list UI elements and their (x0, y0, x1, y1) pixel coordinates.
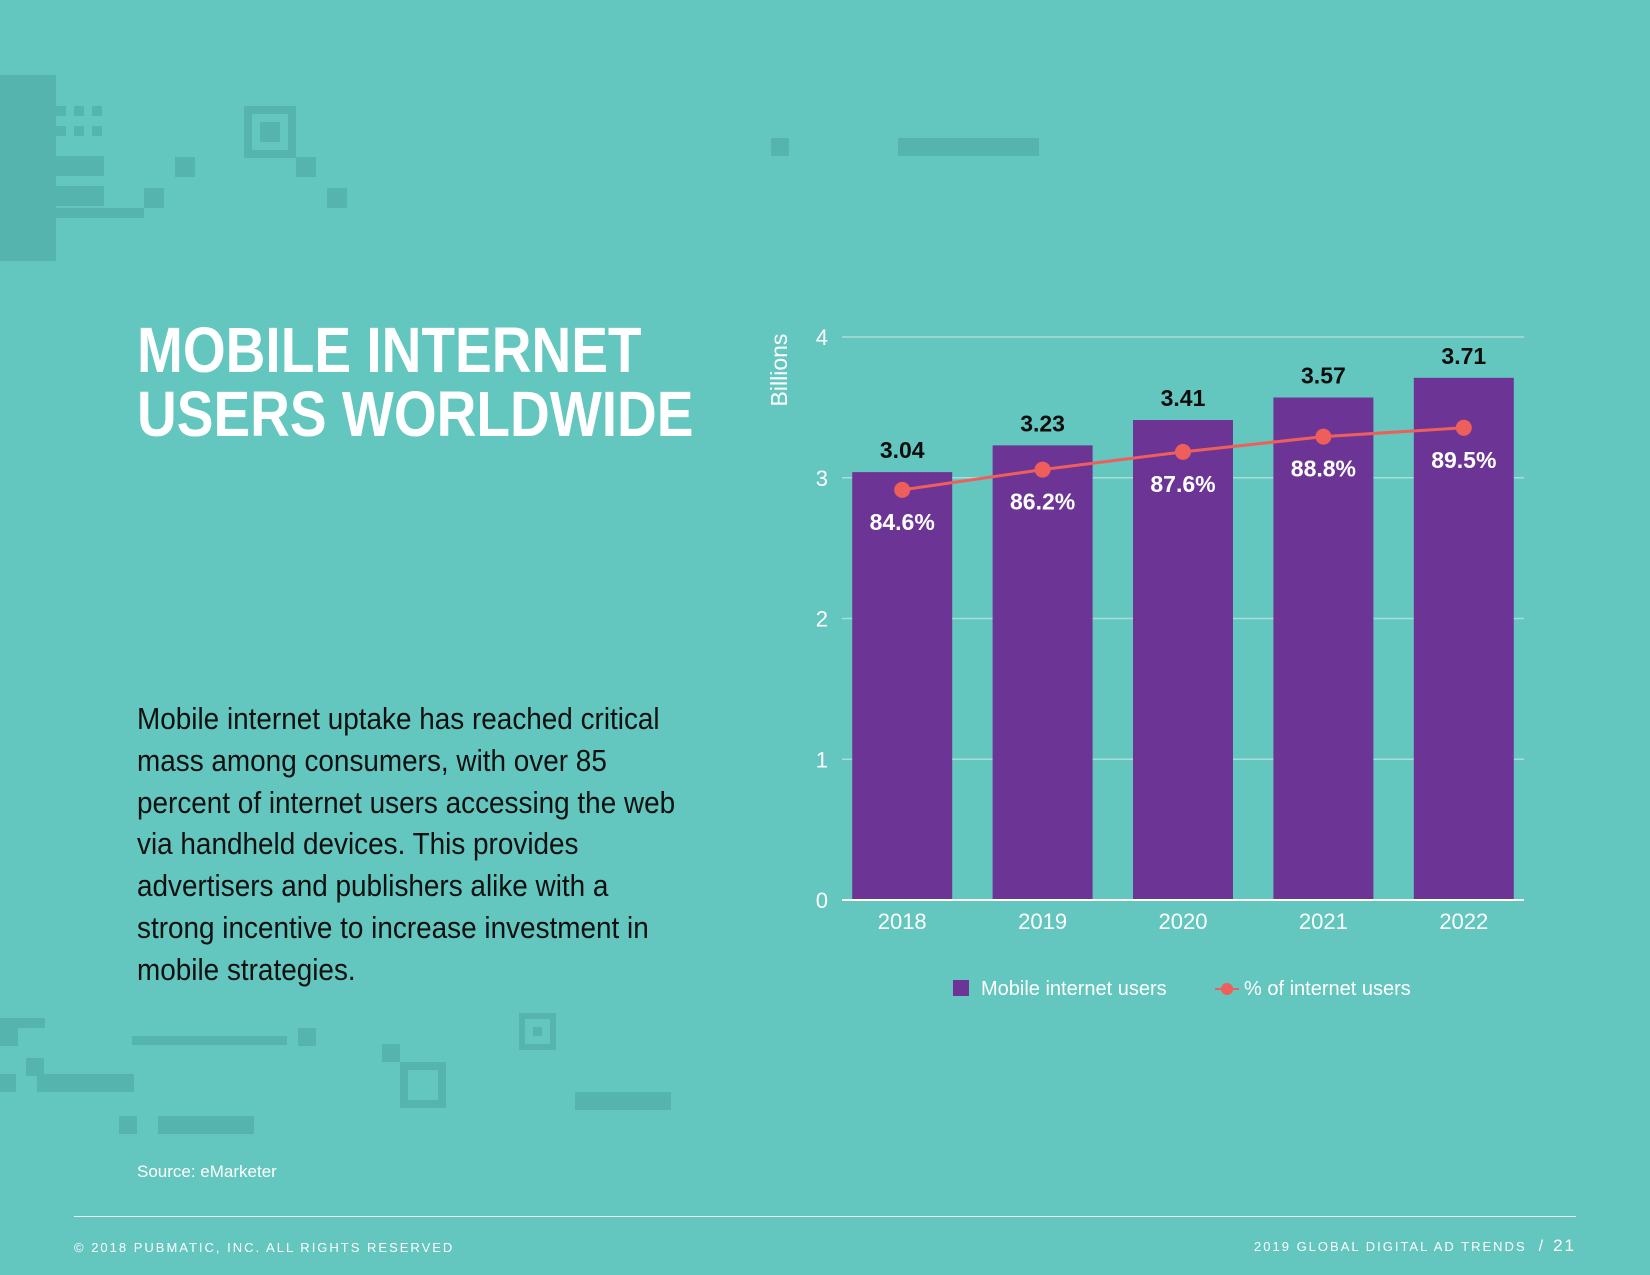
bar-value-label: 3.04 (880, 437, 925, 463)
percent-value-label: 87.6% (1150, 471, 1215, 497)
footer-separator: / (1538, 1238, 1544, 1255)
y-axis-ticks: 0 1 2 3 4 (816, 325, 828, 913)
body-paragraph: Mobile internet uptake has reached criti… (137, 701, 676, 987)
page-title-line-2: USERS WORLDWIDE (137, 378, 694, 450)
legend: Mobile internet users % of internet user… (953, 978, 1411, 1000)
y-tick-label: 2 (816, 607, 828, 632)
page-title-line-1: MOBILE INTERNET (137, 314, 642, 386)
y-tick-label: 1 (816, 747, 828, 772)
x-tick-label: 2020 (1159, 909, 1208, 934)
percent-value-label: 89.5% (1431, 447, 1496, 473)
footer-divider (74, 1216, 1576, 1217)
bar-value-label: 3.23 (1020, 410, 1065, 436)
y-tick-label: 0 (816, 888, 828, 913)
x-tick-label: 2019 (1018, 909, 1067, 934)
footer-publication-title: 2019 GLOBAL DIGITAL AD TRENDS (1254, 1239, 1527, 1254)
bar-2021 (1273, 397, 1374, 900)
source-note: Source: eMarketer (137, 1162, 277, 1181)
percent-point-2018 (894, 481, 911, 498)
bar-2022 (1413, 377, 1514, 900)
y-tick-label: 4 (816, 325, 828, 350)
percent-value-label: 88.8% (1291, 456, 1356, 482)
page-title: MOBILE INTERNET USERS WORLDWIDE (137, 318, 694, 446)
footer-publication: 2019 GLOBAL DIGITAL AD TRENDS / 21 (1254, 1236, 1576, 1256)
percent-point-2021 (1315, 428, 1332, 445)
y-tick-label: 3 (816, 466, 828, 491)
bar-2020 (1133, 420, 1233, 900)
legend-label-percent: % of internet users (1244, 978, 1411, 1000)
percent-point-2020 (1175, 443, 1191, 460)
legend-swatch-marker (1221, 983, 1233, 995)
bars (852, 377, 1514, 900)
percent-value-label: 86.2% (1010, 489, 1075, 515)
bar-2018 (852, 472, 953, 900)
x-tick-label: 2021 (1299, 909, 1348, 934)
bar-value-label: 3.57 (1301, 363, 1346, 389)
percent-point-2019 (1034, 461, 1051, 478)
x-tick-label: 2022 (1439, 909, 1488, 934)
data-labels: 3.04 84.6% 3.23 86.2% 3.41 87.6% 3.57 88.8% 3.71… (870, 343, 1497, 535)
bar-2019 (992, 445, 1093, 900)
percent-line-series (894, 419, 1472, 498)
y-axis-label: Billions (766, 334, 792, 407)
x-axis-ticks: 2018 2019 2020 2021 2022 (878, 909, 1489, 934)
footer-copyright: © 2018 PUBMATIC, INC. ALL RIGHTS RESERVE… (74, 1240, 455, 1255)
bar-value-label: 3.41 (1161, 385, 1206, 411)
percent-value-label: 84.6% (870, 509, 935, 535)
legend-swatch-bars (953, 980, 969, 996)
x-tick-label: 2018 (878, 909, 927, 934)
bar-value-label: 3.71 (1441, 343, 1486, 369)
percent-point-2022 (1455, 419, 1472, 436)
legend-label-mobile-users: Mobile internet users (981, 978, 1167, 1000)
page-number: 21 (1553, 1236, 1576, 1255)
